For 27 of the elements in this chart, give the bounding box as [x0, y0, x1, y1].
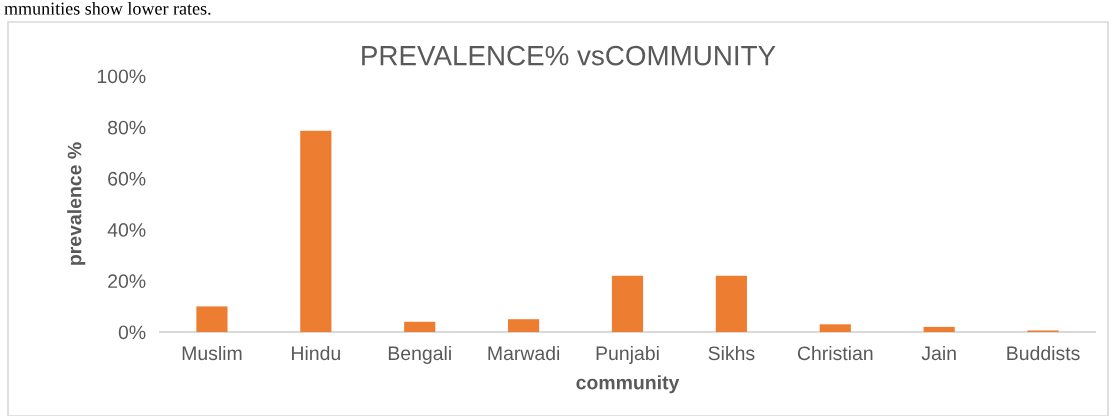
bar: [196, 306, 228, 332]
bar: [923, 326, 955, 332]
x-tick-label: Bengali: [388, 345, 451, 365]
y-tick-label: 0%: [118, 325, 146, 340]
x-tick-label: Buddists: [1007, 345, 1080, 361]
x-tick-label: Sikhs: [708, 345, 755, 361]
y-tick-label: 40%: [107, 223, 146, 237]
x-tick-label: Marwadi: [488, 345, 560, 361]
x-tick-label: Hindu: [292, 345, 340, 361]
y-tick-label: 100%: [97, 69, 146, 84]
bar: [715, 275, 747, 332]
bar: [611, 275, 644, 332]
x-axis-title: community: [576, 375, 680, 394]
chart-title: PREVALENCE% vsCOMMUNITY: [362, 45, 776, 66]
x-tick-label: Christian: [797, 345, 873, 361]
bar: [404, 321, 436, 332]
bar: [508, 319, 540, 332]
bar: [300, 130, 332, 332]
y-tick-label: 60%: [108, 171, 146, 186]
y-tick-label: 20%: [108, 274, 146, 289]
x-tick-label: Punjabi: [596, 345, 659, 365]
x-tick-label: Muslim: [182, 345, 242, 361]
bar: [819, 324, 851, 332]
x-tick-label: Jain: [921, 345, 956, 361]
y-axis-title: prevalence %: [67, 142, 86, 265]
text: mmunities show lower rates.: [4, 2, 211, 15]
y-tick-label: 80%: [108, 120, 146, 135]
